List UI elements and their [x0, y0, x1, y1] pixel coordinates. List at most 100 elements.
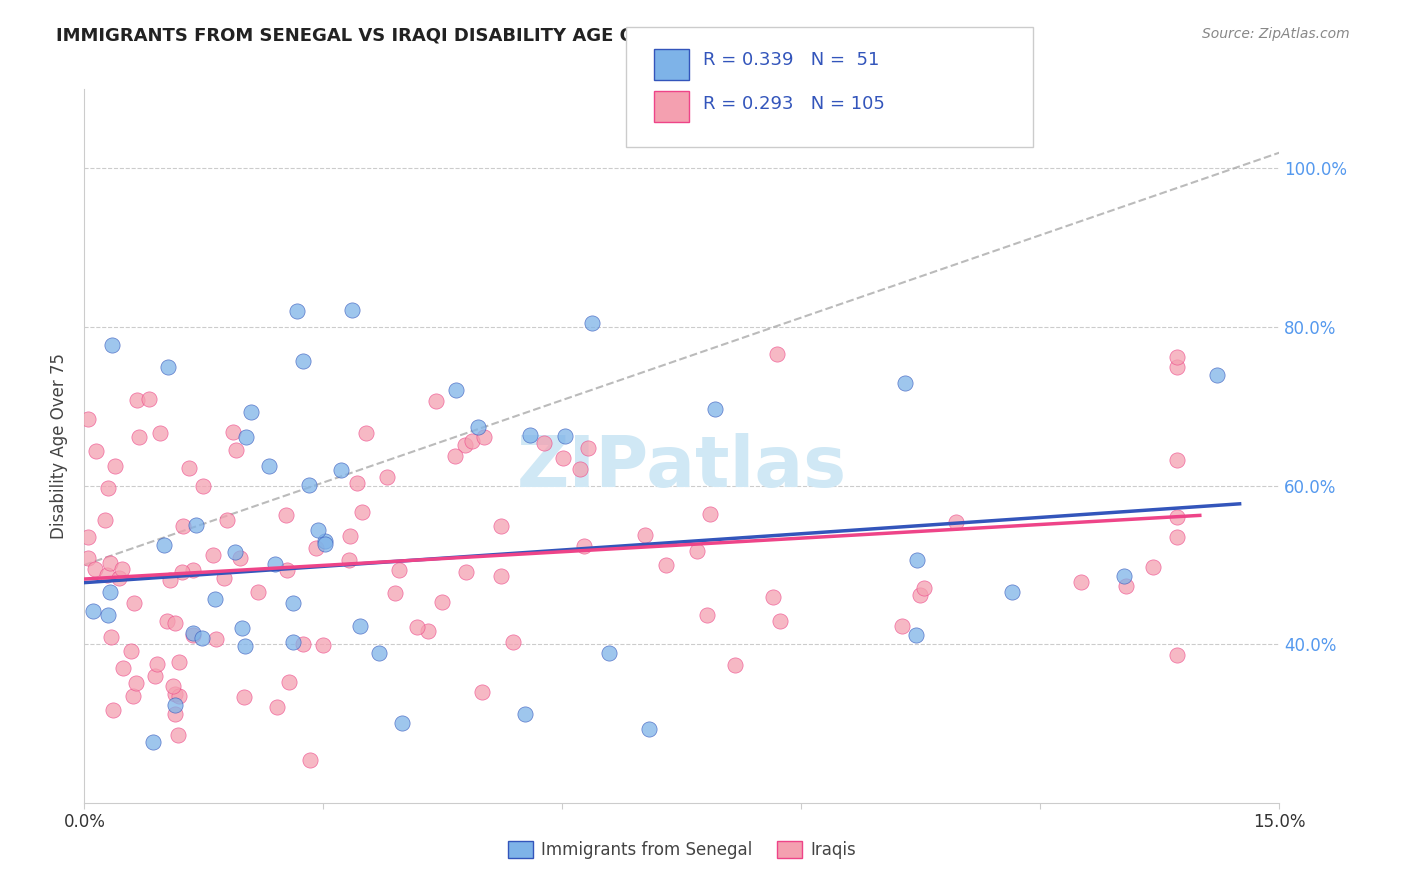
Y-axis label: Disability Age Over 75: Disability Age Over 75 [51, 353, 69, 539]
Iraqis [311, 638, 333, 652]
Iraqis [430, 595, 453, 609]
Immigrants from Senegal [153, 537, 176, 551]
Iraqis [229, 550, 252, 565]
Immigrants from Senegal [444, 384, 467, 398]
Immigrants from Senegal [513, 706, 536, 721]
Iraqis [574, 540, 596, 554]
Immigrants from Senegal [391, 716, 413, 731]
Iraqis [276, 563, 298, 577]
Iraqis [655, 558, 678, 573]
Immigrants from Senegal [307, 523, 329, 537]
Iraqis [179, 460, 201, 475]
Iraqis [305, 541, 328, 556]
Iraqis [766, 347, 789, 361]
Text: Source: ZipAtlas.com: Source: ZipAtlas.com [1202, 27, 1350, 41]
Text: R = 0.339   N =  51: R = 0.339 N = 51 [703, 51, 879, 69]
Iraqis [266, 699, 288, 714]
Iraqis [233, 690, 256, 705]
Iraqis [125, 392, 148, 407]
Immigrants from Senegal [637, 722, 659, 736]
Iraqis [762, 591, 785, 605]
Iraqis [155, 614, 177, 628]
Iraqis [634, 528, 657, 542]
Iraqis [98, 556, 121, 570]
Immigrants from Senegal [894, 376, 917, 391]
Immigrants from Senegal [904, 628, 927, 642]
Iraqis [472, 430, 495, 444]
Iraqis [181, 562, 204, 576]
Iraqis [120, 644, 142, 658]
Immigrants from Senegal [82, 603, 104, 617]
Iraqis [1166, 530, 1188, 544]
Iraqis [77, 412, 100, 426]
Iraqis [202, 548, 225, 562]
Iraqis [724, 658, 747, 673]
Iraqis [1166, 350, 1188, 364]
Immigrants from Senegal [298, 477, 321, 491]
Immigrants from Senegal [554, 429, 576, 443]
Iraqis [568, 462, 591, 476]
Iraqis [912, 581, 935, 595]
Iraqis [696, 607, 718, 622]
Iraqis [375, 469, 398, 483]
Iraqis [1115, 579, 1137, 593]
Iraqis [165, 687, 187, 701]
Iraqis [77, 530, 100, 544]
Iraqis [533, 436, 555, 450]
Iraqis [454, 437, 477, 451]
Immigrants from Senegal [1112, 568, 1135, 582]
Immigrants from Senegal [204, 591, 226, 606]
Iraqis [425, 394, 447, 409]
Immigrants from Senegal [330, 462, 353, 476]
Iraqis [247, 584, 270, 599]
Immigrants from Senegal [156, 359, 179, 374]
Iraqis [125, 676, 148, 690]
Immigrants from Senegal [224, 545, 246, 559]
Iraqis [165, 707, 187, 722]
Iraqis [96, 568, 118, 582]
Iraqis [212, 571, 235, 585]
Immigrants from Senegal [186, 518, 208, 533]
Iraqis [1166, 509, 1188, 524]
Iraqis [191, 479, 214, 493]
Immigrants from Senegal [142, 735, 165, 749]
Iraqis [159, 574, 181, 588]
Iraqis [489, 519, 512, 533]
Immigrants from Senegal [235, 430, 257, 444]
Iraqis [276, 508, 298, 522]
Iraqis [122, 596, 145, 610]
Iraqis [170, 566, 193, 580]
Iraqis [1070, 574, 1092, 589]
Immigrants from Senegal [122, 881, 145, 892]
Immigrants from Senegal [281, 596, 304, 610]
Iraqis [77, 551, 100, 566]
Iraqis [101, 703, 124, 717]
Iraqis [128, 430, 150, 444]
Text: R = 0.293   N = 105: R = 0.293 N = 105 [703, 95, 884, 113]
Iraqis [339, 529, 361, 543]
Iraqis [100, 630, 122, 644]
Iraqis [138, 392, 160, 406]
Immigrants from Senegal [263, 557, 285, 571]
Immigrants from Senegal [519, 427, 541, 442]
Iraqis [1142, 560, 1164, 574]
Iraqis [489, 569, 512, 583]
Immigrants from Senegal [314, 533, 336, 548]
Immigrants from Senegal [342, 303, 364, 318]
Immigrants from Senegal [97, 608, 120, 623]
Iraqis [352, 505, 374, 519]
Iraqis [172, 519, 194, 533]
Iraqis [278, 675, 301, 690]
Iraqis [454, 566, 477, 580]
Iraqis [204, 632, 226, 647]
Iraqis [551, 451, 574, 466]
Immigrants from Senegal [285, 303, 308, 318]
Immigrants from Senegal [181, 626, 204, 640]
Iraqis [217, 513, 239, 527]
Iraqis [222, 425, 245, 439]
Iraqis [769, 614, 792, 628]
Immigrants from Senegal [165, 698, 187, 713]
Immigrants from Senegal [1205, 368, 1227, 382]
Iraqis [97, 482, 120, 496]
Iraqis [699, 507, 721, 521]
